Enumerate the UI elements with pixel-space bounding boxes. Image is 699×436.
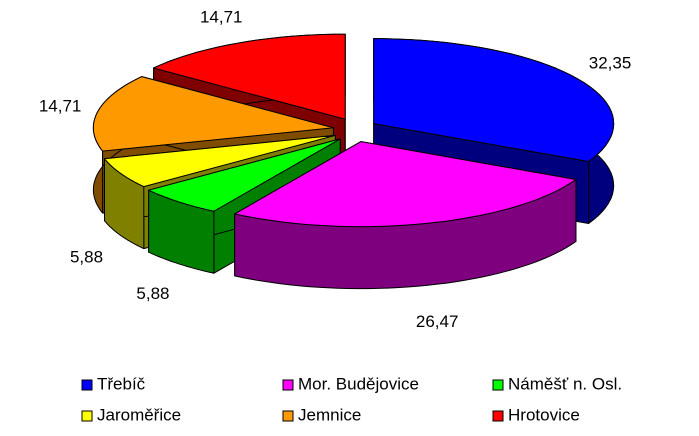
data-label: 14,71: [200, 8, 243, 27]
legend-swatch: [282, 379, 294, 391]
data-label: 26,47: [416, 312, 459, 331]
slice: [104, 134, 336, 188]
data-label: 14,71: [39, 97, 82, 116]
legend-swatch: [282, 410, 294, 422]
legend-swatch: [492, 410, 504, 422]
legend-label: Mor. Budějovice: [298, 374, 419, 393]
legend-swatch: [81, 379, 93, 391]
slice: [92, 76, 334, 152]
legend-swatch: [492, 379, 504, 391]
data-label: 32,35: [589, 54, 632, 73]
slice: [373, 38, 615, 162]
data-label: 5,88: [70, 247, 103, 266]
legend-swatch: [81, 410, 93, 422]
legend-label: Náměšť n. Osl.: [508, 374, 622, 393]
legend-label: Jemnice: [298, 405, 361, 424]
slice: [153, 33, 346, 120]
slice: [148, 138, 341, 212]
legend-label: Třebíč: [97, 374, 146, 393]
legend-label: Jaroměřice: [97, 405, 181, 424]
data-label: 5,88: [136, 284, 169, 303]
slice: [234, 141, 577, 228]
legend-label: Hrotovice: [508, 405, 580, 424]
